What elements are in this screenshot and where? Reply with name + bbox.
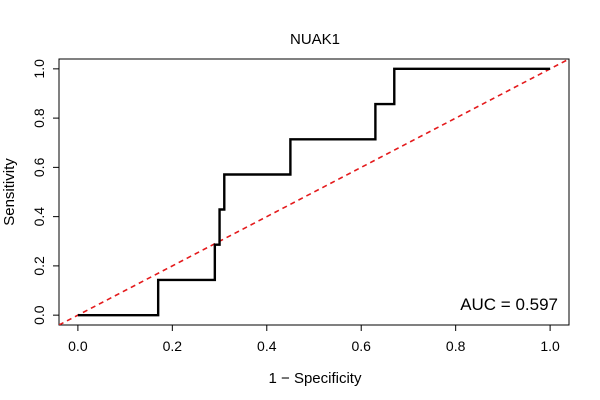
y-tick-label: 0.8 — [31, 108, 47, 128]
reference-diagonal-line — [59, 59, 569, 325]
x-axis-title: 1 − Specificity — [269, 370, 362, 387]
y-tick-label: 0.0 — [31, 305, 47, 325]
y-axis: 0.0 0.2 0.4 0.6 0.8 1.0 — [31, 59, 60, 325]
chart-title: NUAK1 — [290, 31, 340, 48]
y-tick-label: 0.6 — [31, 157, 47, 177]
y-tick-label: 1.0 — [31, 59, 47, 79]
y-tick-label: 0.2 — [31, 256, 47, 276]
auc-annotation: AUC = 0.597 — [460, 295, 558, 314]
x-tick-label: 1.0 — [540, 338, 560, 354]
y-tick-label: 0.4 — [31, 207, 47, 227]
x-tick-label: 0.6 — [351, 338, 371, 354]
y-axis-title: Sensitivity — [1, 158, 18, 226]
x-tick-label: 0.8 — [446, 338, 466, 354]
x-tick-label: 0.4 — [257, 338, 277, 354]
plot-content — [59, 59, 569, 325]
x-tick-label: 0.2 — [163, 338, 183, 354]
x-axis: 0.0 0.2 0.4 0.6 0.8 1.0 — [68, 324, 560, 354]
roc-curve — [77, 67, 551, 317]
x-tick-label: 0.0 — [68, 338, 88, 354]
